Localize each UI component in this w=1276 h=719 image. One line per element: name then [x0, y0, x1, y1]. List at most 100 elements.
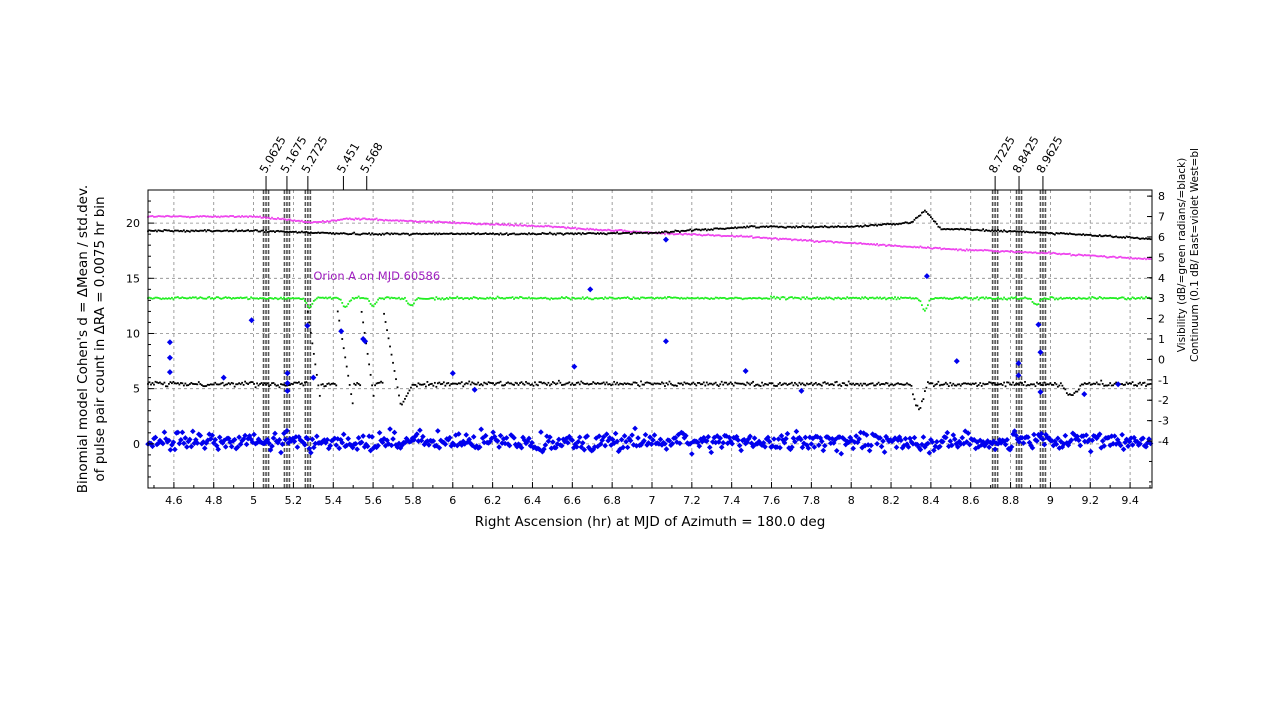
- cohens-d-point: [723, 433, 729, 439]
- visibility-db-point: [577, 297, 580, 300]
- visibility-radians-point: [834, 381, 837, 384]
- visibility-radians-point: [752, 380, 754, 383]
- continuum-point: [433, 233, 436, 236]
- continuum-point: [321, 231, 324, 234]
- visibility-db-point: [956, 297, 959, 299]
- visibility-radians-point: [852, 382, 855, 385]
- cohens-d-point: [651, 432, 658, 438]
- x-tick-label: 5: [250, 494, 257, 507]
- visibility-radians-point: [465, 382, 468, 385]
- continuum-point: [257, 216, 260, 218]
- visibility-radians-point: [287, 384, 290, 387]
- continuum-point: [788, 225, 790, 228]
- continuum-point: [182, 215, 185, 218]
- cohens-d-point: [201, 445, 208, 451]
- continuum-point: [758, 236, 760, 239]
- cohens-d-point: [408, 438, 414, 445]
- continuum-point: [665, 231, 668, 234]
- continuum-point: [383, 233, 385, 236]
- continuum-point: [580, 233, 583, 236]
- cohens-d-point: [490, 429, 496, 436]
- continuum-point: [333, 219, 336, 222]
- cohens-d-peak-point: [587, 286, 594, 293]
- visibility-radians-point: [744, 384, 747, 387]
- visibility-db-point: [1015, 296, 1017, 298]
- visibility-radians-point: [257, 384, 260, 387]
- cohens-d-point: [231, 436, 238, 443]
- visibility-radians-point: [1004, 385, 1007, 388]
- visibility-radians-point: [906, 382, 908, 385]
- visibility-radians-point: [699, 383, 702, 386]
- continuum-point: [868, 224, 871, 227]
- continuum-point: [505, 232, 508, 235]
- continuum-point: [1097, 235, 1100, 238]
- cohens-d-point: [868, 442, 874, 449]
- visibility-radians-point: [383, 312, 385, 315]
- continuum-point: [344, 232, 347, 235]
- continuum-point: [840, 226, 843, 228]
- continuum-point: [348, 233, 351, 235]
- visibility-db-point: [964, 296, 967, 299]
- continuum-point: [445, 232, 448, 235]
- visibility-db-point: [1116, 297, 1119, 300]
- continuum-point: [681, 229, 684, 232]
- visibility-db-point: [888, 297, 890, 299]
- visibility-radians-point: [1050, 383, 1053, 386]
- visibility-radians-point: [1080, 383, 1083, 386]
- visibility-db-point: [266, 297, 269, 300]
- visibility-radians-point: [810, 381, 813, 384]
- continuum-point: [853, 241, 856, 244]
- cohens-d-point: [236, 434, 242, 441]
- continuum-point: [1113, 255, 1116, 258]
- continuum-point: [256, 215, 258, 218]
- continuum-point: [731, 234, 734, 237]
- cohens-d-point: [621, 433, 628, 439]
- visibility-db-point: [526, 297, 529, 300]
- continuum-point: [309, 231, 312, 234]
- continuum-point: [907, 222, 910, 225]
- visibility-radians-point: [720, 380, 723, 383]
- visibility-db-point: [165, 297, 167, 300]
- continuum-point: [1000, 250, 1003, 253]
- visibility-db-point: [650, 296, 653, 299]
- visibility-radians-point: [577, 381, 580, 384]
- visibility-db-point: [224, 296, 227, 299]
- visibility-radians-point: [611, 383, 614, 386]
- cohens-d-point: [1101, 443, 1107, 449]
- continuum-point: [816, 240, 819, 242]
- visibility-db-point: [329, 296, 332, 299]
- continuum-point: [1030, 251, 1032, 254]
- continuum-point: [788, 238, 790, 241]
- cohens-d-point: [1025, 434, 1031, 441]
- continuum-point: [619, 232, 622, 235]
- continuum-point: [770, 237, 772, 240]
- continuum-point: [499, 232, 502, 235]
- visibility-db-point: [729, 297, 732, 299]
- continuum-point: [940, 248, 943, 251]
- visibility-radians-point: [194, 383, 197, 385]
- visibility-radians-point: [746, 381, 749, 384]
- continuum-point: [777, 238, 780, 241]
- continuum-point: [399, 233, 402, 236]
- continuum-point: [690, 230, 693, 232]
- continuum-point: [1094, 234, 1097, 237]
- visibility-db-point: [665, 297, 668, 300]
- visibility-radians-point: [897, 382, 899, 385]
- continuum-point: [1133, 237, 1135, 240]
- continuum-point: [598, 229, 601, 232]
- visibility-radians-point: [779, 381, 781, 384]
- cohens-d-point: [632, 425, 638, 432]
- visibility-radians-point: [1022, 384, 1025, 386]
- visibility-radians-point: [711, 383, 714, 386]
- visibility-radians-point: [163, 381, 166, 384]
- visibility-radians-point: [765, 383, 768, 386]
- continuum-point: [1024, 231, 1026, 234]
- visibility-radians-point: [480, 383, 483, 385]
- continuum-point: [433, 221, 436, 224]
- visibility-radians-point: [782, 383, 784, 386]
- continuum-point: [250, 229, 252, 232]
- visibility-db-point: [574, 297, 577, 300]
- cohens-d-point: [155, 440, 162, 446]
- cohens-d-point: [777, 444, 783, 451]
- continuum-point: [675, 230, 678, 232]
